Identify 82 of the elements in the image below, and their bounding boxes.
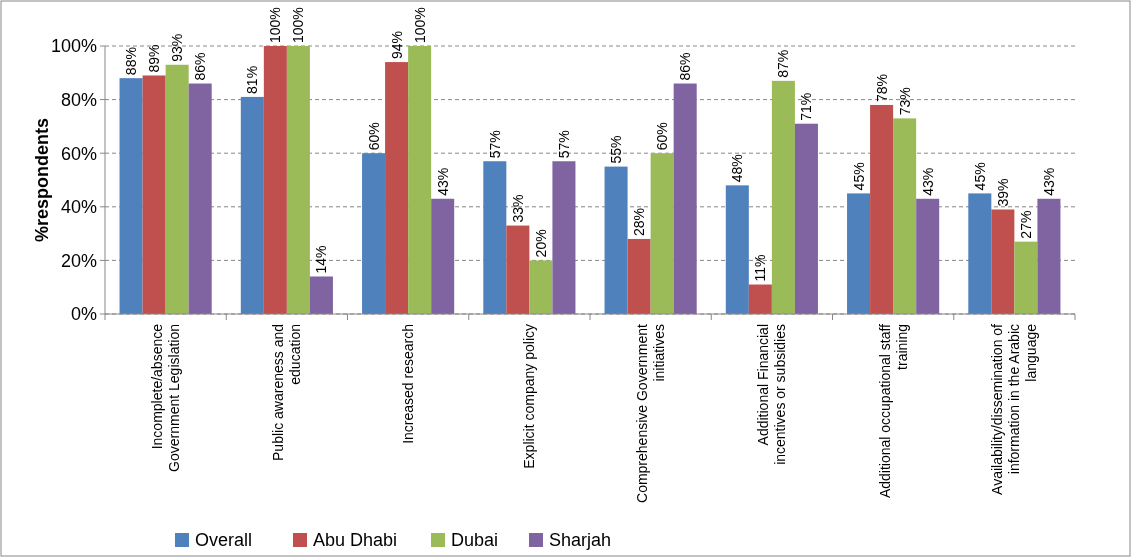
x-tick-label: Public awareness and education (270, 324, 304, 461)
y-tick-label: 80% (60, 89, 97, 110)
data-label: 100% (290, 7, 307, 43)
data-label: 20% (532, 229, 549, 258)
bar (968, 193, 992, 314)
data-label: 86% (677, 52, 694, 81)
data-label: 88% (123, 47, 140, 76)
data-label: 86% (192, 52, 209, 81)
data-label: 14% (313, 245, 330, 274)
x-tick-label: Explicit company policy (521, 324, 538, 469)
legend-label: Sharjah (549, 530, 612, 551)
x-tick-label: Incomplete/absence Government Legislation (149, 323, 183, 472)
data-label: 81% (244, 65, 261, 94)
x-tick-label: Additional occupational staff training (876, 323, 910, 499)
bar (893, 118, 917, 314)
y-tick-label: 0% (70, 304, 97, 325)
bar (552, 161, 576, 314)
data-label: 71% (798, 92, 815, 121)
data-label: 89% (146, 44, 163, 73)
bar (431, 198, 455, 314)
data-label: 28% (631, 207, 648, 236)
bar (748, 284, 772, 314)
data-label: 94% (388, 31, 405, 60)
legend-label: Abu Dhabi (313, 530, 398, 551)
bar (1014, 241, 1038, 314)
data-label: 60% (365, 122, 382, 151)
legend-label: Overall (195, 530, 253, 551)
x-tick-label: Availability/dissemination of information in the Arabic language (989, 323, 1040, 495)
data-label: 39% (994, 178, 1011, 207)
bar (916, 198, 940, 314)
x-tick-label: Increased research (400, 324, 417, 444)
bar (142, 75, 166, 314)
bar (385, 62, 409, 314)
bar (991, 209, 1015, 314)
bar (240, 96, 264, 314)
data-label: 73% (896, 87, 913, 116)
bar (263, 46, 287, 314)
x-tick-label: Comprehensive Government initiatives (634, 323, 668, 503)
bar (604, 166, 628, 314)
data-label: 33% (509, 194, 526, 223)
legend-label: Dubai (451, 530, 499, 551)
y-tick-label: 100% (50, 36, 97, 57)
data-label: 27% (1017, 210, 1034, 239)
bar (673, 83, 697, 314)
data-label: 48% (729, 154, 746, 183)
data-label: 43% (1040, 167, 1057, 196)
bar (794, 123, 818, 314)
y-tick-label: 60% (60, 143, 97, 164)
data-label: 78% (873, 73, 890, 102)
bar (506, 225, 530, 314)
bar (165, 64, 189, 314)
bar (309, 276, 333, 314)
data-label: 45% (850, 162, 867, 191)
bar (1037, 198, 1061, 314)
bar (483, 161, 507, 314)
bar (362, 153, 386, 314)
bar (771, 80, 795, 314)
bar (188, 83, 212, 314)
bar (650, 153, 674, 314)
bar (119, 78, 143, 314)
bar (286, 46, 310, 314)
data-label: 55% (608, 135, 625, 164)
data-label: 93% (169, 33, 186, 62)
bar (627, 238, 651, 314)
bar (529, 260, 553, 314)
bar (870, 104, 894, 314)
data-label: 57% (486, 130, 503, 159)
y-axis-title: %respondents (32, 117, 52, 243)
data-label: 43% (434, 167, 451, 196)
bar (847, 193, 871, 314)
data-label: 57% (555, 130, 572, 159)
bar (408, 46, 432, 314)
data-label: 87% (775, 49, 792, 78)
data-label: 45% (971, 162, 988, 191)
y-tick-label: 40% (60, 197, 97, 218)
data-label: 100% (267, 7, 284, 43)
y-tick-label: 20% (60, 250, 97, 271)
data-label: 11% (752, 254, 769, 282)
data-label: 60% (654, 122, 671, 151)
bar (725, 185, 749, 314)
data-label: 100% (411, 7, 428, 43)
data-label: 43% (919, 167, 936, 196)
